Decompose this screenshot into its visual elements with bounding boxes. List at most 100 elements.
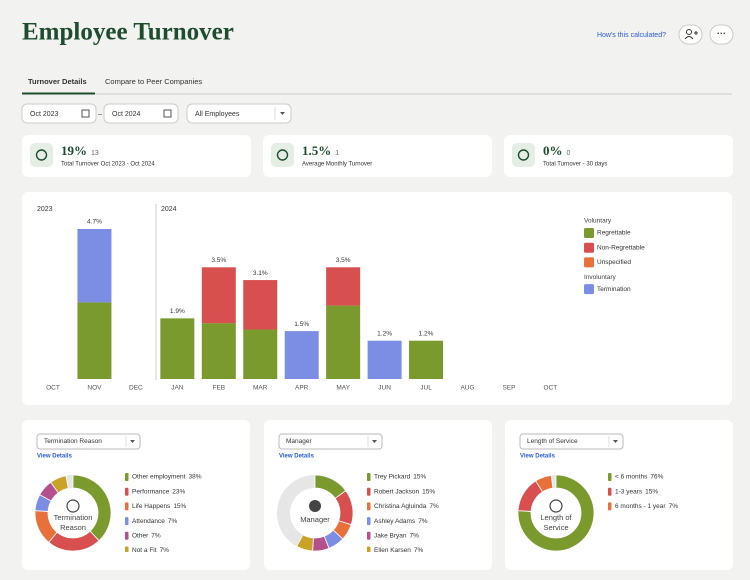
help-link[interactable]: How's this calculated? xyxy=(597,32,666,39)
bar-segment xyxy=(243,280,278,330)
legend-value: 15% xyxy=(173,503,186,510)
legend-swatch xyxy=(584,257,594,268)
legend-label: Christina Agluinda xyxy=(374,503,427,510)
bar-segment xyxy=(367,340,402,379)
breakdown-card xyxy=(505,420,733,570)
legend-label: Regrettable xyxy=(597,230,631,237)
legend-swatch xyxy=(125,487,129,496)
bar-segment xyxy=(201,267,236,324)
icon xyxy=(517,149,530,161)
stat-card xyxy=(22,135,251,177)
legend-group: Involuntary xyxy=(584,274,617,281)
legend-swatch xyxy=(367,546,371,552)
x-tick-label: FEB xyxy=(212,385,225,392)
view-details[interactable]: View Details xyxy=(520,454,556,460)
legend-group: Voluntary xyxy=(584,218,612,225)
legend-swatch xyxy=(125,546,129,552)
bar-segment xyxy=(77,302,112,379)
tab[interactable]: Compare to Peer Companies xyxy=(105,77,202,86)
legend-swatch xyxy=(608,487,612,496)
view-details[interactable]: View Details xyxy=(37,454,73,460)
stat-label: Average Monthly Turnover xyxy=(302,162,372,168)
breakdown-select-text: Manager xyxy=(286,438,312,445)
breakdown-select[interactable] xyxy=(519,433,624,450)
donut-segment xyxy=(535,474,554,493)
legend-value: 7% xyxy=(168,518,178,525)
caret xyxy=(130,440,135,443)
legend-label: Other employment xyxy=(132,474,186,481)
legend-label: Ashley Adams xyxy=(374,518,416,525)
legend-value: 7% xyxy=(429,503,439,510)
x-tick-label: OCT xyxy=(46,385,60,392)
legend-label: < 6 months xyxy=(615,474,648,481)
legend: Other employment 38% Performance 23% Life Ha… xyxy=(125,473,202,554)
center-icon xyxy=(549,499,563,513)
group-select-text: All Employees xyxy=(195,111,240,118)
legend-label: 1-3 years xyxy=(615,488,643,495)
legend-label: Termination xyxy=(597,286,631,293)
legend-value: 7% xyxy=(418,518,428,525)
center-label: Length of Service xyxy=(540,513,572,532)
legend-value: 7% xyxy=(160,547,170,554)
start-date[interactable] xyxy=(21,103,97,124)
legend-label: Jake Bryan xyxy=(374,533,407,540)
total-label: 1.2% xyxy=(377,330,392,337)
legend-swatch xyxy=(367,531,371,540)
legend-swatch xyxy=(608,502,612,511)
legend-label: Unspecified xyxy=(597,259,631,266)
stat-icon xyxy=(30,143,53,167)
breakdown-select[interactable] xyxy=(36,433,141,450)
bar-segment xyxy=(409,340,444,379)
donut-segment xyxy=(50,475,69,494)
legend-value: 15% xyxy=(645,488,658,495)
legend-label: Robert Jackson xyxy=(374,488,420,495)
more-button[interactable] xyxy=(709,24,734,45)
icon xyxy=(81,109,90,118)
x-tick-label: AUG xyxy=(460,385,474,392)
icon xyxy=(684,31,698,40)
center-icon xyxy=(66,499,80,513)
legend-swatch xyxy=(125,502,129,511)
page-title: Employee Turnover xyxy=(22,19,234,46)
stat-label: Total Turnover Oct 2023 - Oct 2024 xyxy=(61,162,155,168)
end-date-text: Oct 2024 xyxy=(112,111,141,118)
breakdown-card xyxy=(22,420,250,570)
legend-swatch xyxy=(584,242,594,253)
legend-value: 7% xyxy=(414,547,424,554)
legend-label: Other xyxy=(132,533,149,540)
stat-value: 0% xyxy=(543,143,563,158)
legend-swatch xyxy=(367,487,371,496)
group-select[interactable] xyxy=(186,103,292,124)
legend-value: 7% xyxy=(410,533,420,540)
icon xyxy=(686,29,692,35)
legend-swatch xyxy=(584,284,594,295)
breakdown-select[interactable] xyxy=(278,433,383,450)
legend-swatch xyxy=(125,473,129,481)
legend: Trey Pickard 15%Robert Jackson 15%Christin… xyxy=(367,473,439,554)
stat-count: 0 xyxy=(567,150,571,157)
legend-value: 7% xyxy=(151,533,161,540)
stat-value: 1.5% xyxy=(302,143,331,158)
total-label: 3.1% xyxy=(253,270,268,277)
legend-value: 15% xyxy=(413,474,426,481)
donut-segment xyxy=(517,474,595,552)
view-details[interactable]: View Details xyxy=(279,454,315,460)
total-label: 1.2% xyxy=(419,330,434,337)
x-tick-label: APR xyxy=(295,385,309,392)
x-tick-label: OCT xyxy=(544,385,558,392)
legend-value: 15% xyxy=(422,488,435,495)
total-label: 4.7% xyxy=(87,219,102,226)
tab-active[interactable]: Turnover Details xyxy=(28,77,87,86)
stat-count: 1 xyxy=(335,150,339,157)
legend-swatch xyxy=(584,228,594,238)
icon: ··· xyxy=(717,28,726,38)
legend-label: Attendance xyxy=(132,518,165,525)
icon xyxy=(163,109,172,118)
legend-swatch xyxy=(125,517,129,526)
x-tick-label: JAN xyxy=(171,385,184,392)
end-date[interactable] xyxy=(103,103,179,124)
total-label: 3.5% xyxy=(211,257,226,264)
legend-label: 6 months - 1 year xyxy=(615,503,666,510)
